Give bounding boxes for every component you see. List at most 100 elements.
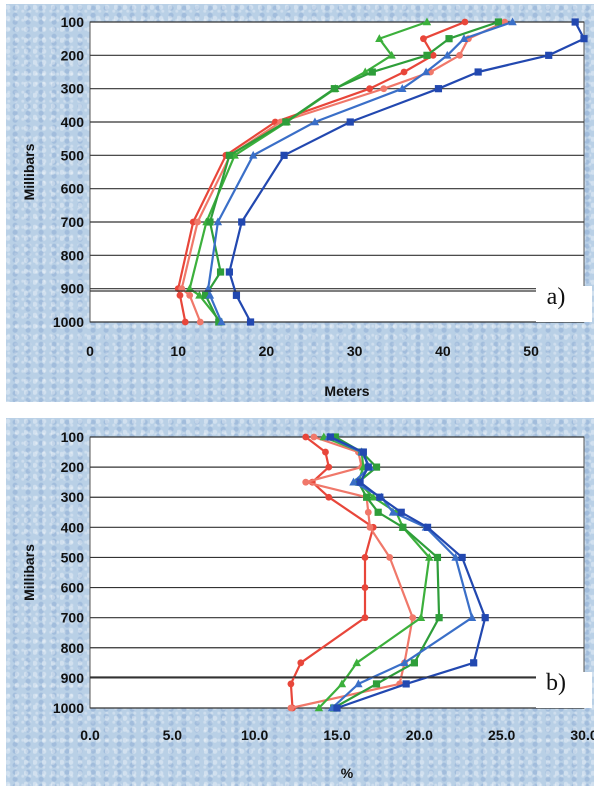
data-point: [467, 613, 477, 621]
data-point: [400, 68, 408, 76]
data-point: [310, 117, 320, 126]
data-point: [225, 151, 233, 159]
data-point: [400, 658, 409, 667]
data-point: [366, 85, 374, 93]
data-point: [225, 268, 233, 276]
data-point: [380, 85, 388, 93]
data-point: [248, 150, 258, 159]
data-point: [246, 318, 255, 326]
data-point: [325, 493, 333, 501]
data-point: [346, 118, 354, 126]
data-point: [361, 584, 369, 591]
x-tick-label: 25.0: [488, 727, 515, 743]
data-point: [280, 151, 288, 159]
data-point: [282, 118, 290, 126]
data-point: [387, 50, 396, 59]
data-point: [368, 68, 376, 76]
data-point: [376, 493, 384, 501]
data-point: [423, 523, 432, 531]
data-point: [433, 553, 442, 562]
data-point: [545, 51, 553, 59]
data-point: [194, 218, 202, 226]
x-axis-label: %: [341, 765, 354, 781]
y-axis-label: Millibars: [21, 143, 37, 200]
data-point: [410, 659, 418, 667]
data-point: [435, 614, 443, 622]
data-point: [364, 463, 372, 471]
y-tick-label: 400: [61, 519, 85, 535]
y-tick-label: 600: [61, 181, 85, 197]
data-point: [314, 703, 324, 712]
data-point: [206, 218, 214, 226]
data-point: [470, 659, 478, 667]
plot-area: [89, 21, 585, 323]
data-point: [369, 492, 378, 501]
data-point: [333, 704, 341, 712]
data-point: [217, 317, 226, 326]
data-point: [186, 291, 194, 299]
data-point: [322, 448, 329, 456]
data-point: [205, 290, 215, 299]
chart-b: 100 200 300 400 500 600 700 800 900 1000 0.0 5.0 10.…: [21, 429, 594, 781]
y-tick-label: 700: [61, 214, 85, 230]
data-point: [508, 17, 517, 26]
x-tick-label: 10: [170, 343, 186, 359]
panel-label: b): [546, 670, 566, 696]
y-tick-label: 900: [61, 281, 85, 297]
x-tick-label: 20.0: [406, 727, 433, 743]
data-point: [458, 553, 466, 562]
data-point: [422, 17, 432, 26]
y-tick-label: 1000: [53, 314, 84, 330]
x-axis-label: Meters: [324, 383, 369, 399]
data-point: [215, 318, 223, 326]
data-point: [461, 18, 469, 26]
y-tick-label: 600: [61, 580, 85, 596]
data-point: [361, 554, 369, 561]
data-point: [425, 552, 434, 561]
y-tick-label: 400: [61, 114, 85, 130]
y-tick-label: 900: [61, 670, 85, 686]
panel-label-box: [536, 286, 592, 322]
data-point: [434, 85, 443, 93]
data-point: [456, 51, 464, 59]
data-point: [330, 85, 338, 93]
y-tick-label: 300: [61, 489, 85, 505]
y-tick-label: 100: [61, 14, 85, 30]
data-point: [372, 680, 381, 688]
data-point: [398, 84, 407, 92]
data-point: [356, 478, 364, 486]
data-point: [196, 318, 204, 326]
data-point: [213, 217, 223, 226]
data-point: [325, 463, 333, 471]
y-tick-label: 100: [61, 429, 85, 445]
data-point: [366, 523, 374, 531]
data-point: [397, 508, 405, 516]
x-tick-label: 20: [259, 343, 275, 359]
data-point: [363, 493, 371, 501]
data-point: [459, 34, 469, 42]
data-point: [201, 291, 210, 299]
data-point: [181, 318, 189, 326]
data-point: [326, 433, 335, 441]
data-point: [302, 478, 310, 486]
y-tick-label: 300: [61, 81, 85, 97]
x-tick-label: 30: [347, 343, 363, 359]
y-tick-label: 1000: [53, 700, 84, 716]
y-tick-label: 500: [61, 549, 85, 565]
x-tick-label: 40: [435, 343, 451, 359]
data-point: [176, 291, 184, 299]
data-point: [388, 507, 398, 516]
data-point: [359, 448, 367, 456]
data-point: [216, 268, 225, 276]
data-point: [352, 658, 361, 667]
data-point: [331, 433, 339, 441]
y-tick-label: 200: [61, 47, 85, 63]
data-point: [374, 508, 382, 516]
data-point: [571, 18, 579, 26]
y-tick-label: 800: [61, 640, 85, 656]
y-tick-label: 200: [61, 459, 85, 475]
x-tick-label: 50: [523, 343, 539, 359]
data-point: [402, 680, 410, 688]
data-point: [238, 218, 246, 226]
